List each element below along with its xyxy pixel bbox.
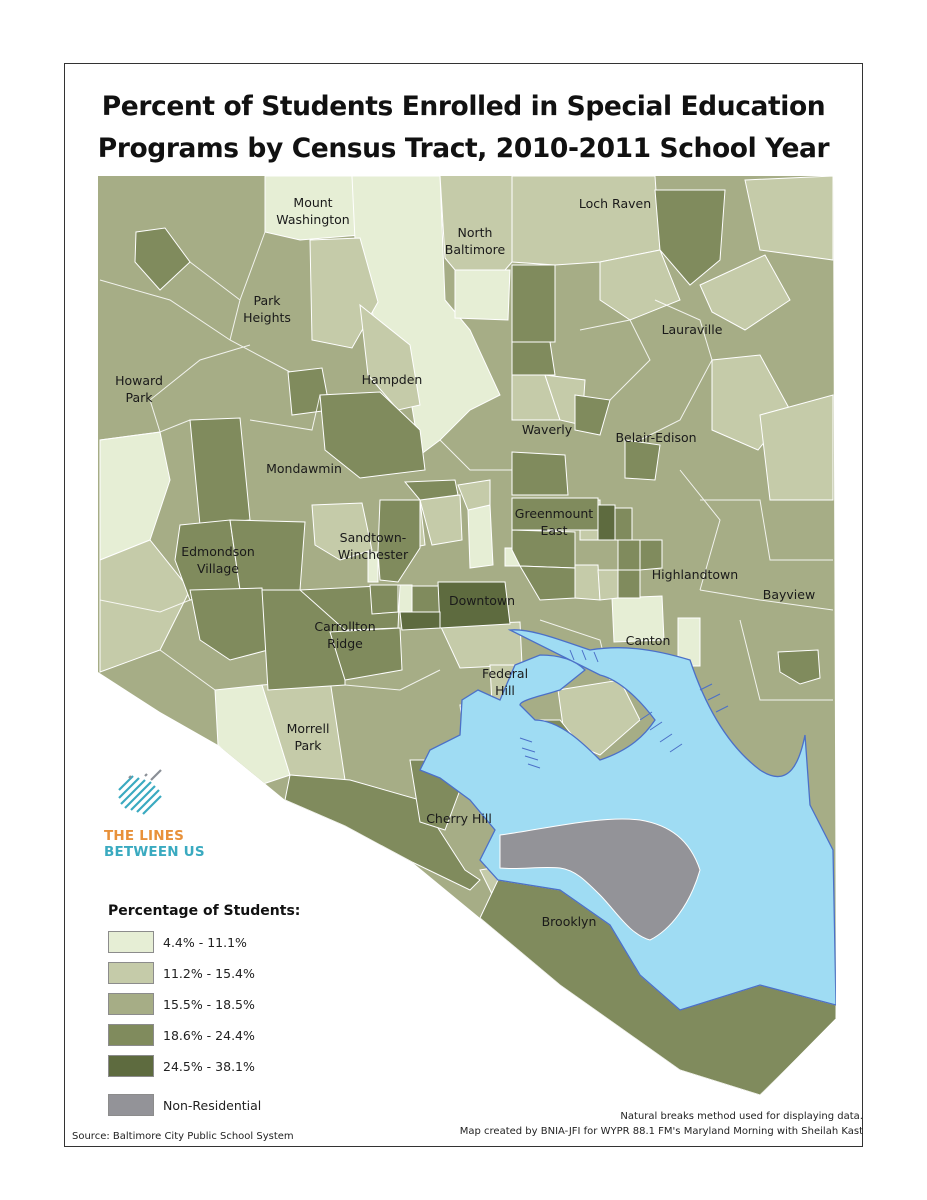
legend-item: 11.2% - 15.4%	[108, 961, 255, 985]
logo-text-line-1: THE LINES	[104, 828, 185, 844]
tract	[597, 504, 616, 541]
neighborhood-label: Highlandtown	[652, 567, 738, 582]
legend-title: Percentage of Students:	[108, 903, 301, 919]
neighborhood-label: Park Heights	[243, 293, 291, 325]
tract	[411, 585, 441, 613]
tract	[511, 341, 556, 376]
neighborhood-label: Lauraville	[662, 322, 723, 337]
tract	[677, 617, 701, 667]
tract	[403, 479, 459, 501]
tract	[509, 176, 661, 266]
tract	[744, 176, 834, 261]
tract	[457, 479, 491, 511]
tract	[519, 565, 576, 601]
legend-label: Non-Residential	[163, 1097, 262, 1113]
the-lines-between-us-logo-graphic	[118, 769, 162, 815]
neighborhood-label: Belair-Edison	[615, 430, 696, 445]
legend-label: 11.2% - 15.4%	[163, 965, 255, 981]
tract	[311, 502, 373, 561]
tract	[617, 539, 641, 571]
tract	[134, 227, 191, 291]
legend-swatch	[108, 931, 154, 953]
tract	[511, 451, 569, 496]
neighborhood-label: Bayview	[763, 587, 815, 602]
neighborhood-label: Sandtown-Winchester	[338, 530, 409, 562]
neighborhood-label: Morrell Park	[287, 721, 330, 753]
source-note: Source: Baltimore City Public School Sys…	[72, 1131, 294, 1142]
tract	[189, 417, 251, 526]
tract	[399, 611, 441, 631]
legend-swatch	[108, 1055, 154, 1077]
tract	[329, 627, 403, 681]
neighborhood-label: Mount Washington	[276, 195, 349, 227]
tract	[699, 254, 791, 331]
legend-item: 24.5% - 38.1%	[108, 1054, 255, 1078]
tract	[777, 649, 821, 685]
logo-text-line-2: BETWEEN US	[104, 844, 205, 860]
neighborhood-label: Carrollton Ridge	[314, 619, 375, 651]
legend-swatch	[108, 1024, 154, 1046]
neighborhood-labels: Mount Washington North Baltimore Loch Raven P…	[115, 195, 815, 929]
tract	[614, 507, 633, 541]
neighborhood-label: North Baltimore	[445, 225, 506, 257]
legend-item: Non-Residential	[108, 1093, 261, 1117]
legend-swatch	[108, 962, 154, 984]
tract	[369, 584, 399, 615]
tract	[264, 176, 361, 241]
legend-label: 15.5% - 18.5%	[163, 996, 255, 1012]
tract	[99, 539, 191, 673]
neighborhood-label: Hampden	[362, 372, 423, 387]
neighborhood-label: Cherry Hill	[426, 811, 492, 826]
tract	[359, 303, 421, 411]
neighborhood-label: Mondawmin	[266, 461, 342, 476]
neighborhood-label: Greenmount East	[515, 506, 594, 538]
neighborhood-label: Brooklyn	[542, 914, 597, 929]
neighborhood-label: Edmondson Village	[181, 544, 255, 576]
tract	[639, 539, 663, 571]
tract	[617, 569, 641, 599]
tract	[454, 269, 511, 321]
legend-item: 4.4% - 11.1%	[108, 930, 247, 954]
map-title: Percent of Students Enrolled in Special …	[64, 86, 863, 170]
legend-label: 24.5% - 38.1%	[163, 1058, 255, 1074]
non-residential-area	[499, 818, 701, 941]
tract	[597, 569, 619, 601]
title-line-1: Percent of Students Enrolled in Special …	[101, 91, 826, 122]
tract	[439, 176, 513, 271]
neighborhood-label: Howard Park	[115, 373, 163, 405]
neighborhood-label: Federal Hill	[482, 666, 528, 698]
tract	[574, 394, 611, 436]
legend-swatch	[108, 1094, 154, 1116]
tract	[319, 391, 426, 479]
neighborhood-label: Downtown	[449, 593, 515, 608]
credit-note: Map created by BNIA-JFI for WYPR 88.1 FM…	[459, 1126, 863, 1137]
tract	[367, 551, 379, 583]
tract	[511, 264, 556, 343]
legend-item: 15.5% - 18.5%	[108, 992, 255, 1016]
legend-label: 4.4% - 11.1%	[163, 934, 247, 950]
tract	[467, 504, 494, 569]
tract	[759, 394, 834, 501]
legend-label: 18.6% - 24.4%	[163, 1027, 255, 1043]
legend-item: 18.6% - 24.4%	[108, 1023, 255, 1047]
tract	[574, 564, 601, 601]
tract	[611, 595, 665, 643]
neighborhood-label: Waverly	[522, 422, 573, 437]
tract	[189, 587, 269, 661]
title-line-2: Programs by Census Tract, 2010-2011 Scho…	[97, 133, 830, 164]
neighborhood-label: Loch Raven	[579, 196, 651, 211]
tract	[654, 189, 726, 286]
tract	[284, 774, 481, 891]
method-note: Natural breaks method used for displayin…	[620, 1111, 863, 1122]
tract	[624, 439, 661, 481]
legend-swatch	[108, 993, 154, 1015]
neighborhood-label: Canton	[626, 633, 671, 648]
